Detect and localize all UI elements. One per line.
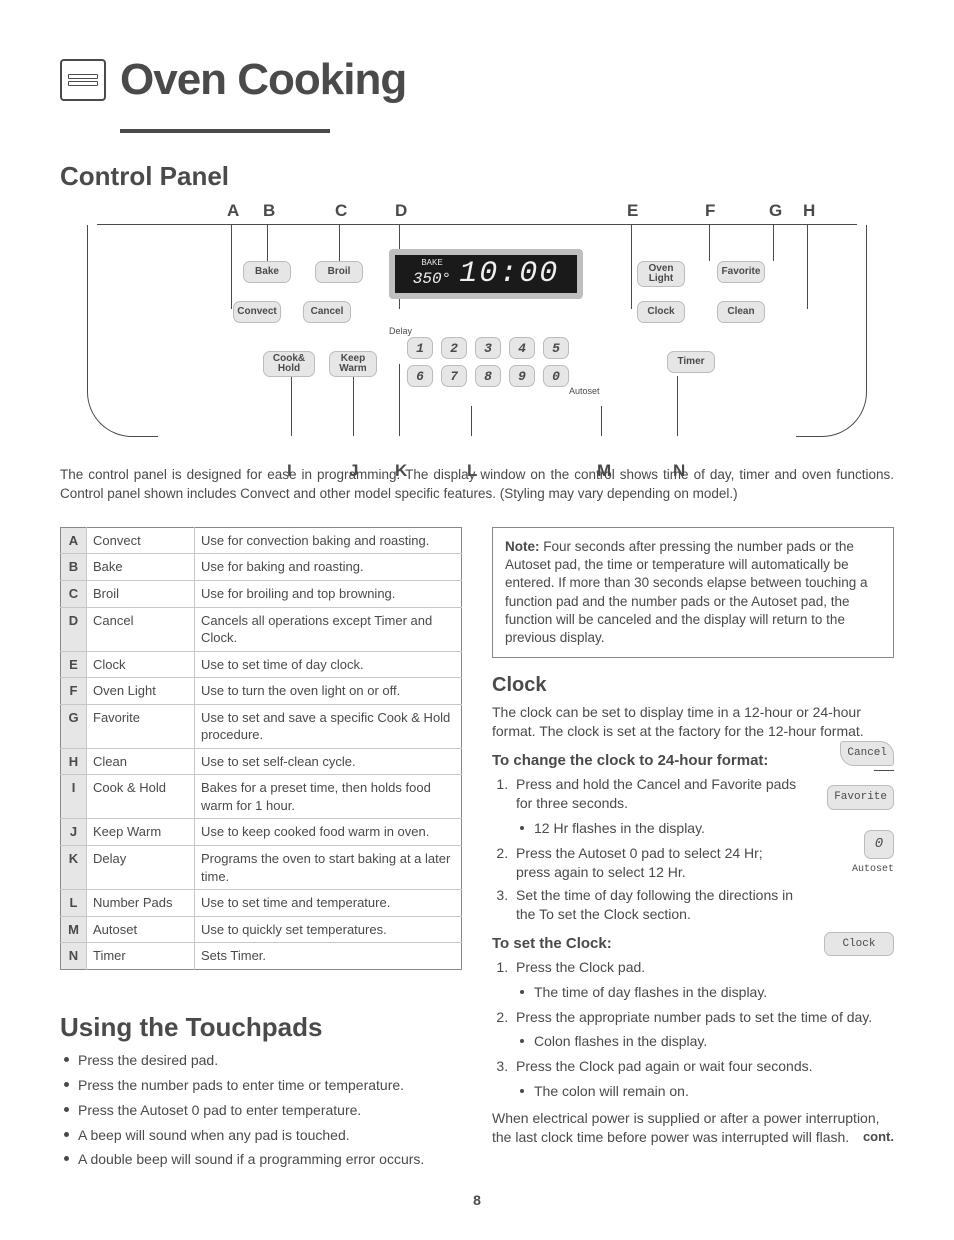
- autoset-label: Autoset: [569, 385, 600, 397]
- pad-cancel: Cancel: [303, 301, 351, 323]
- list-item: Press the Clock pad again or wait four s…: [512, 1057, 894, 1101]
- pad-convect: Convect: [233, 301, 281, 323]
- note-text: Four seconds after pressing the number p…: [505, 539, 868, 645]
- table-row: NTimerSets Timer.: [61, 943, 462, 970]
- note-box: Note: Four seconds after pressing the nu…: [492, 527, 894, 658]
- pad-timer: Timer: [667, 351, 715, 373]
- numpad-2: 2: [441, 337, 467, 359]
- numpad-6: 6: [407, 365, 433, 387]
- table-row: MAutosetUse to quickly set temperatures.: [61, 916, 462, 943]
- list-item: Press the Clock pad.The time of day flas…: [512, 958, 894, 1002]
- list-item: Set the time of day following the direct…: [512, 886, 894, 924]
- letter-F: F: [705, 200, 715, 223]
- numpad-9: 9: [509, 365, 535, 387]
- numpad-4: 4: [509, 337, 535, 359]
- display-temp: 350°: [413, 269, 451, 291]
- letter-D: D: [395, 200, 407, 223]
- page-number: 8: [60, 1191, 894, 1210]
- list-item: Press the number pads to enter time or t…: [64, 1076, 462, 1095]
- table-row: AConvectUse for convection baking and ro…: [61, 527, 462, 554]
- table-row: EClockUse to set time of day clock.: [61, 651, 462, 678]
- mini-buttons-24: Cancel Favorite 0 Autoset: [806, 741, 894, 886]
- letter-M: M: [597, 460, 611, 483]
- numpad-0: 0: [543, 365, 569, 387]
- numpad-1: 1: [407, 337, 433, 359]
- list-item: The time of day flashes in the display.: [520, 983, 894, 1002]
- note-label: Note:: [505, 539, 540, 554]
- table-row: DCancelCancels all operations except Tim…: [61, 607, 462, 651]
- list-item: Press the appropriate number pads to set…: [512, 1008, 894, 1052]
- numpad-7: 7: [441, 365, 467, 387]
- letter-K: K: [395, 460, 407, 483]
- list-item: 12 Hr flashes in the display.: [520, 819, 894, 838]
- oven-icon: [60, 59, 106, 101]
- list-item: The colon will remain on.: [520, 1082, 894, 1101]
- list-item: Press the Autoset 0 pad to enter tempera…: [64, 1101, 462, 1120]
- title-main: Oven Cooking: [120, 50, 406, 109]
- clock-set-steps: Press the Clock pad.The time of day flas…: [512, 958, 894, 1101]
- table-row: JKeep WarmUse to keep cooked food warm i…: [61, 819, 462, 846]
- numpad-8: 8: [475, 365, 501, 387]
- numpad-5: 5: [543, 337, 569, 359]
- mini-clock: Clock: [824, 932, 894, 957]
- letter-I: I: [287, 460, 292, 483]
- numpad-3: 3: [475, 337, 501, 359]
- table-row: CBroilUse for broiling and top browning.: [61, 581, 462, 608]
- title-rule: [120, 129, 330, 133]
- touchpad-list: Press the desired pad. Press the number p…: [64, 1051, 462, 1169]
- list-item: A double beep will sound if a programmin…: [64, 1150, 462, 1169]
- pad-clean: Clean: [717, 301, 765, 323]
- reference-table: AConvectUse for convection baking and ro…: [60, 527, 462, 970]
- pad-cookhold: Cook& Hold: [263, 351, 315, 377]
- letter-N: N: [673, 460, 685, 483]
- letter-E: E: [627, 200, 638, 223]
- table-row: HCleanUse to set self-clean cycle.: [61, 748, 462, 775]
- letter-B: B: [263, 200, 275, 223]
- letter-J: J: [349, 460, 358, 483]
- mini-buttons-set: Clock: [824, 932, 894, 961]
- pad-bake: Bake: [243, 261, 291, 283]
- letter-H: H: [803, 200, 815, 223]
- section-control-panel: Control Panel: [60, 159, 894, 194]
- display: BAKE 350° 10:00: [389, 249, 583, 299]
- clock-intro: The clock can be set to display time in …: [492, 703, 894, 741]
- mini-favorite: Favorite: [827, 785, 894, 810]
- table-row: KDelayPrograms the oven to start baking …: [61, 846, 462, 890]
- section-touchpads: Using the Touchpads: [60, 1010, 462, 1045]
- letter-L: L: [467, 460, 477, 483]
- delay-label: Delay: [389, 325, 412, 337]
- list-item: Press the desired pad.: [64, 1051, 462, 1070]
- list-item: A beep will sound when any pad is touche…: [64, 1126, 462, 1145]
- pad-clock: Clock: [637, 301, 685, 323]
- list-item: Colon flashes in the display.: [520, 1032, 894, 1051]
- letter-A: A: [227, 200, 239, 223]
- letter-C: C: [335, 200, 347, 223]
- pad-favorite: Favorite: [717, 261, 765, 283]
- mini-cancel: Cancel: [840, 741, 894, 766]
- section-clock: Clock: [492, 672, 894, 699]
- table-row: FOven LightUse to turn the oven light on…: [61, 678, 462, 705]
- clock-tail: When electrical power is supplied or aft…: [492, 1109, 894, 1147]
- mini-autoset-label: Autoset: [852, 863, 894, 877]
- table-row: ICook & HoldBakes for a preset time, the…: [61, 775, 462, 819]
- table-row: GFavoriteUse to set and save a specific …: [61, 704, 462, 748]
- page-header: Oven Cooking: [60, 50, 894, 109]
- control-panel-diagram: A B C D E F GH Bake Broil Convect Cancel Cook&…: [97, 200, 857, 460]
- pad-keepwarm: Keep Warm: [329, 351, 377, 377]
- pad-ovenlight: Oven Light: [637, 261, 685, 287]
- display-time: 10:00: [459, 254, 559, 295]
- pad-broil: Broil: [315, 261, 363, 283]
- display-bake-label: BAKE: [421, 258, 442, 269]
- table-row: LNumber PadsUse to set time and temperat…: [61, 890, 462, 917]
- cont-label: cont.: [863, 1128, 894, 1146]
- table-row: BBakeUse for baking and roasting.: [61, 554, 462, 581]
- letter-G: G: [769, 200, 782, 223]
